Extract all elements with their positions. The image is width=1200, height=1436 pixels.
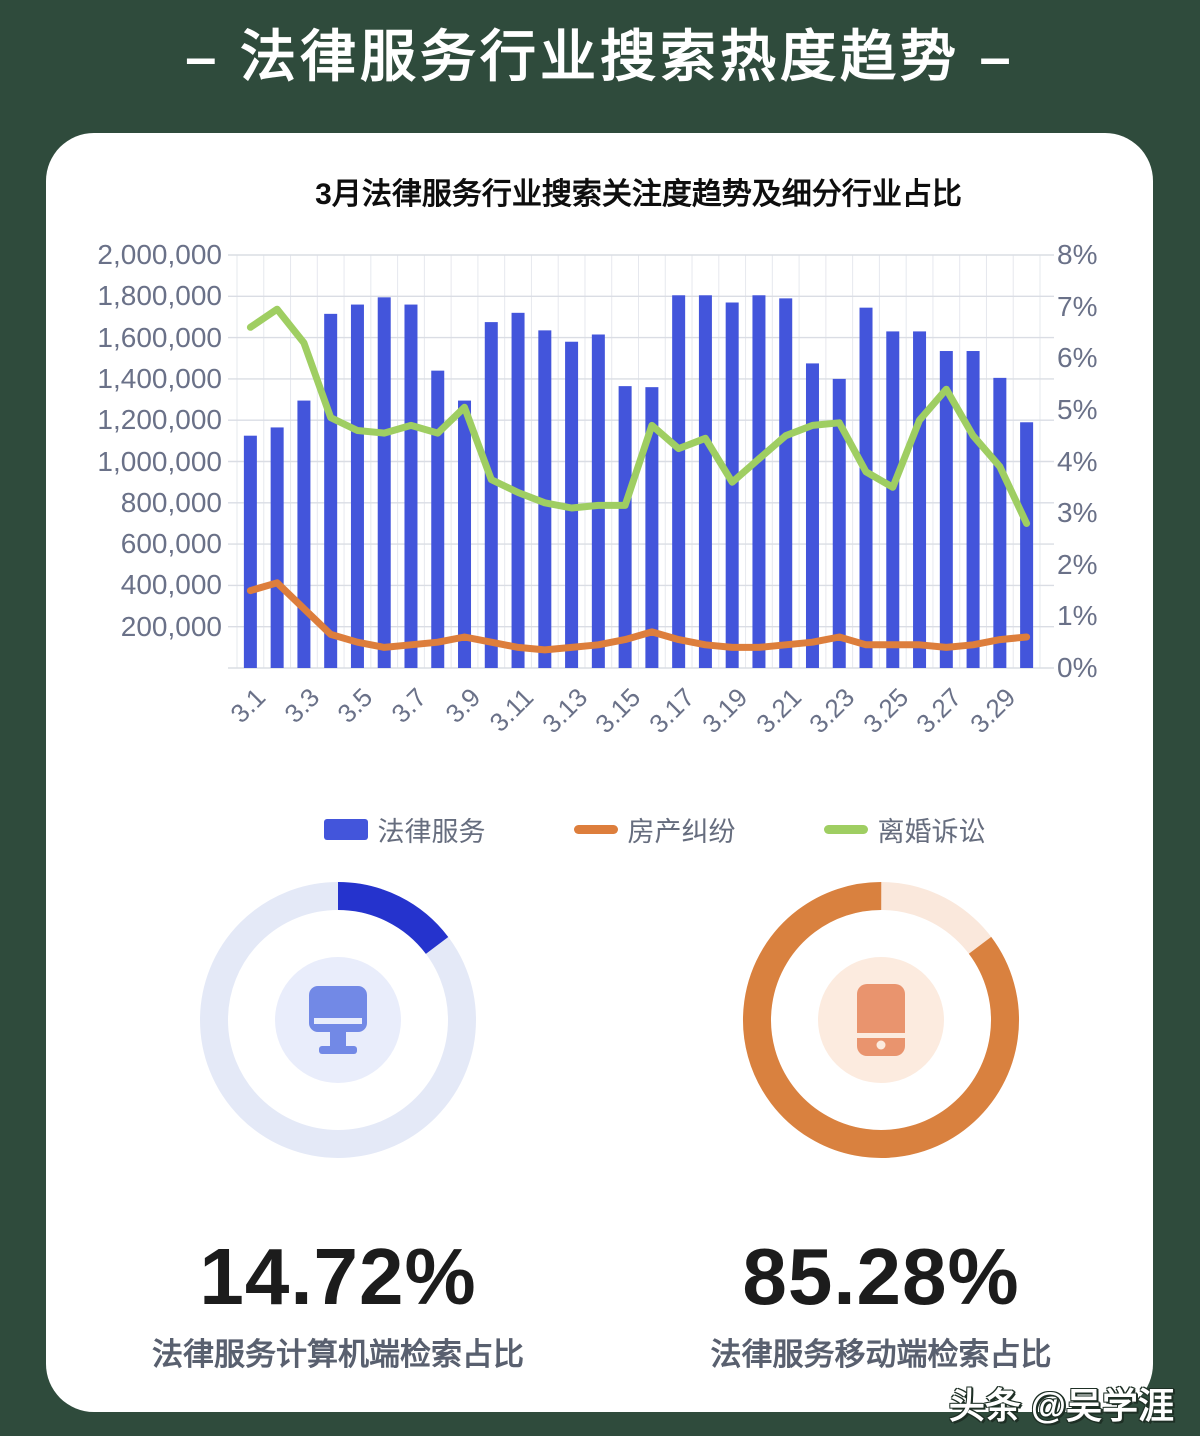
left-axis-tick: 1,800,000 — [97, 280, 222, 312]
bar-3.20 — [752, 295, 766, 668]
bar-3.28 — [966, 351, 980, 668]
left-axis-tick: 400,000 — [120, 569, 222, 601]
chart-legend: 法律服务 房产纠纷 离婚诉讼 — [253, 811, 1056, 847]
bar-3.17 — [672, 295, 686, 668]
left-axis-tick: 1,400,000 — [97, 362, 222, 394]
bar-3.29 — [993, 377, 1007, 668]
legend-item-离婚诉讼: 离婚诉讼 — [823, 810, 986, 849]
bar-3.23 — [832, 378, 846, 668]
bar-3.1 — [243, 435, 257, 668]
donut-arc — [200, 882, 476, 1158]
bar-3.24 — [859, 307, 873, 668]
right-axis-tick: 0% — [1057, 652, 1098, 683]
line-swatch-icon — [573, 824, 618, 834]
desktop-share-value: 14.72% — [199, 1232, 477, 1321]
bar-3.14 — [591, 334, 605, 668]
bar-3.26 — [913, 331, 927, 668]
bar-3.6 — [377, 297, 391, 668]
watermark: 头条 @吴学涯 — [948, 1385, 1174, 1426]
monitor-stand — [330, 1032, 346, 1046]
right-axis-tick: 5% — [1057, 393, 1098, 425]
left-axis-tick: 1,200,000 — [97, 404, 222, 436]
legend-label: 离婚诉讼 — [877, 816, 986, 847]
bar-3.9 — [458, 400, 472, 668]
legend-label: 房产纠纷 — [627, 816, 736, 847]
legend-label: 法律服务 — [377, 816, 486, 847]
left-axis-tick: 600,000 — [120, 528, 222, 560]
bar-3.8 — [431, 370, 445, 668]
content-card: 3月法律服务行业搜索关注度趋势及细分行业占比 法律服务 房产纠纷 离婚诉讼 14.7… — [46, 133, 1153, 1412]
bar-3.7 — [404, 304, 418, 668]
desktop-share-caption: 法律服务计算机端检索占比 — [152, 1337, 524, 1372]
mobile-share-caption: 法律服务移动端检索占比 — [710, 1337, 1052, 1372]
left-axis-tick: 2,000,000 — [97, 239, 222, 270]
line-series-离婚诉讼 — [246, 305, 1031, 527]
mobile-share-value: 85.28% — [742, 1232, 1020, 1321]
right-axis-tick: 8% — [1057, 239, 1098, 270]
monitor-slot — [314, 1018, 362, 1024]
desktop-computer-icon — [309, 986, 367, 1032]
bar-3.16 — [645, 387, 659, 668]
left-axis-tick: 800,000 — [120, 486, 222, 518]
bar-3.5 — [350, 304, 364, 668]
page-title: – 法律服务行业搜索热度趋势 – — [185, 25, 1015, 88]
phone-divider — [857, 1033, 905, 1038]
bar-3.10 — [484, 322, 498, 668]
bar-swatch-icon — [323, 818, 368, 840]
monitor-base — [319, 1046, 357, 1054]
right-axis-tick: 7% — [1057, 290, 1098, 322]
right-axis-tick: 1% — [1057, 600, 1098, 632]
bar-3.2 — [270, 427, 284, 668]
bar-3.30 — [1020, 422, 1034, 668]
right-axis-tick: 4% — [1057, 445, 1098, 477]
line-swatch-icon — [823, 824, 868, 834]
legend-item-法律服务: 法律服务 — [323, 810, 486, 849]
line-series-房产纠纷 — [246, 579, 1031, 654]
mobile-donut-chart — [743, 882, 1019, 1158]
chart-title: 3月法律服务行业搜索关注度趋势及细分行业占比 — [315, 178, 962, 211]
desktop-donut-chart — [200, 882, 476, 1158]
phone-home-button — [876, 1040, 886, 1050]
legend-item-房产纠纷: 房产纠纷 — [573, 810, 736, 849]
trend-chart-plot — [228, 254, 1054, 669]
bar-3.4 — [324, 313, 338, 668]
bar-3.27 — [939, 351, 953, 668]
right-axis-tick: 3% — [1057, 497, 1098, 529]
bar-3.21 — [779, 298, 793, 668]
right-axis-tick: 2% — [1057, 548, 1098, 580]
left-axis-tick: 1,000,000 — [97, 445, 222, 477]
left-axis-tick: 200,000 — [120, 610, 222, 642]
bar-3.22 — [805, 363, 819, 668]
bar-3.3 — [297, 400, 311, 668]
left-axis-tick: 1,600,000 — [97, 321, 222, 353]
right-axis-tick: 6% — [1057, 342, 1098, 374]
bar-3.15 — [618, 386, 632, 668]
bar-3.18 — [698, 295, 712, 668]
bar-3.25 — [886, 331, 900, 668]
